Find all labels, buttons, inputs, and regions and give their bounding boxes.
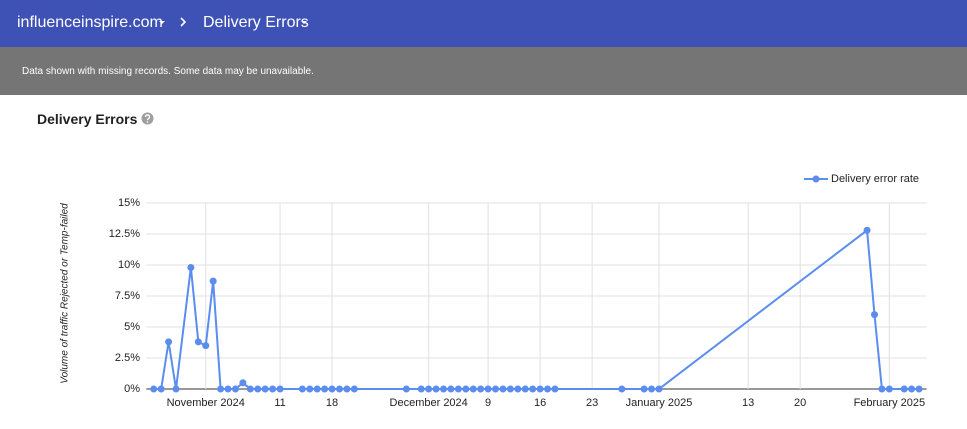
legend-label: Delivery error rate (831, 173, 919, 185)
point (454, 385, 462, 393)
point (239, 379, 247, 387)
point (202, 342, 210, 350)
point (276, 385, 284, 393)
x-tick-label: 13 (742, 397, 754, 409)
point (402, 385, 410, 393)
y-tick-label: 10% (118, 259, 140, 271)
point (187, 263, 195, 271)
x-tick-label: 9 (485, 397, 491, 409)
point (261, 385, 269, 393)
point (529, 385, 537, 393)
title-text: Delivery Errors (37, 111, 138, 127)
point (640, 385, 648, 393)
point (506, 385, 514, 393)
point (231, 385, 239, 393)
y-tick-label: 2.5% (115, 352, 140, 364)
point (462, 385, 470, 393)
point (246, 385, 254, 393)
point (618, 385, 626, 393)
point (484, 385, 492, 393)
point (878, 385, 886, 393)
x-tick-label: 16 (534, 397, 546, 409)
y-tick-label: 7.5% (115, 290, 140, 302)
point (536, 385, 544, 393)
line (153, 228, 920, 390)
point (254, 385, 262, 393)
x-tick-label: December 2024 (390, 397, 468, 409)
point (908, 385, 916, 393)
legend-marker (812, 175, 820, 183)
point (172, 385, 180, 393)
point (900, 385, 908, 393)
point (492, 385, 500, 393)
point (328, 385, 336, 393)
point (915, 385, 923, 393)
help-icon[interactable] (141, 112, 154, 125)
point (217, 385, 225, 393)
point (870, 311, 878, 319)
point (417, 385, 425, 393)
x-tick-label: January 2025 (626, 397, 693, 409)
x-tick-label: 23 (586, 397, 598, 409)
point (165, 338, 173, 346)
breadcrumb-domain[interactable]: influenceinspire.com (17, 14, 163, 31)
point (477, 385, 485, 393)
point (343, 385, 351, 393)
point (335, 385, 343, 393)
x-tick-label: 11 (274, 397, 285, 409)
point (209, 277, 217, 285)
x-tick-label: February 2025 (854, 397, 926, 409)
point (150, 385, 158, 393)
point (157, 385, 165, 393)
point (863, 226, 871, 234)
point (885, 385, 893, 393)
point (313, 385, 321, 393)
y-tick-label: 5% (124, 321, 140, 333)
point (321, 385, 329, 393)
x-tick-label: 18 (326, 397, 338, 409)
banner-text: Data shown with missing records. Some da… (22, 66, 314, 77)
point (514, 385, 522, 393)
y-tick-label: 0% (124, 383, 140, 395)
point (224, 385, 232, 393)
point (521, 385, 529, 393)
y-tick-label: 12.5% (109, 228, 140, 240)
point (655, 385, 663, 393)
section-title: Delivery Errors (37, 111, 154, 127)
point (194, 338, 202, 346)
point (432, 385, 440, 393)
warning-banner: Data shown with missing records. Some da… (0, 47, 967, 95)
point (306, 385, 314, 393)
point (551, 385, 559, 393)
point (425, 385, 433, 393)
point (447, 385, 455, 393)
point (298, 385, 306, 393)
point (648, 385, 656, 393)
point (350, 385, 358, 393)
point (440, 385, 448, 393)
top-bar: influenceinspire.com Delivery Errors (0, 0, 967, 47)
point (499, 385, 507, 393)
y-tick-label: 15% (118, 197, 140, 209)
x-tick-label: 20 (794, 397, 806, 409)
header-icons (159, 17, 307, 27)
chart: 0% 2.5% 5% 7.5% 10% 12.5% 15% November 2024 11 18… (109, 173, 927, 409)
point (269, 385, 277, 393)
point (469, 385, 477, 393)
breadcrumb-page[interactable]: Delivery Errors (203, 14, 309, 31)
point (544, 385, 552, 393)
x-tick-label: November 2024 (167, 397, 245, 409)
